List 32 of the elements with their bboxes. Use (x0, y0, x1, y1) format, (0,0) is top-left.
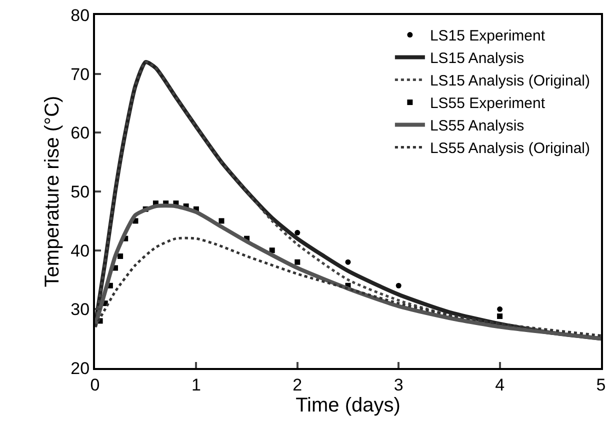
point (497, 313, 503, 319)
y-axis-title: Temperature rise (°C) (42, 96, 64, 288)
line-series (95, 204, 601, 341)
x-axis-title: Time (days) (296, 394, 400, 416)
point (294, 230, 300, 236)
x-tick-label: 2 (292, 375, 302, 394)
point (269, 248, 275, 254)
x-tick-label: 3 (394, 375, 404, 394)
x-tick-label: 0 (90, 375, 100, 394)
legend-label: LS55 Experiment (430, 95, 546, 112)
point (396, 282, 402, 288)
x-tick-label: 4 (495, 375, 505, 394)
y-tick-label: 50 (70, 182, 90, 202)
point (497, 306, 503, 312)
legend-label: LS15 Analysis (Original) (430, 72, 590, 90)
legend-label: LS55 Analysis (Original) (430, 140, 590, 158)
y-tick-label: 40 (70, 241, 90, 260)
legend-label: LS15 Analysis (430, 50, 524, 68)
legend-label: LS15 Experiment (430, 28, 546, 45)
point (294, 259, 300, 265)
y-tick-label: 60 (70, 124, 90, 143)
y-tick-label: 30 (70, 300, 90, 320)
y-tick-label: 20 (70, 358, 90, 378)
y-tick-label: 70 (70, 64, 90, 84)
point (345, 259, 351, 265)
x-tick-label: 5 (596, 375, 606, 394)
line-series (95, 236, 601, 337)
y-tick-label: 80 (70, 6, 90, 25)
legend-label: LS55 Analysis (430, 118, 524, 135)
point (118, 253, 124, 259)
x-tick-label: 1 (191, 375, 201, 394)
point (218, 218, 224, 224)
